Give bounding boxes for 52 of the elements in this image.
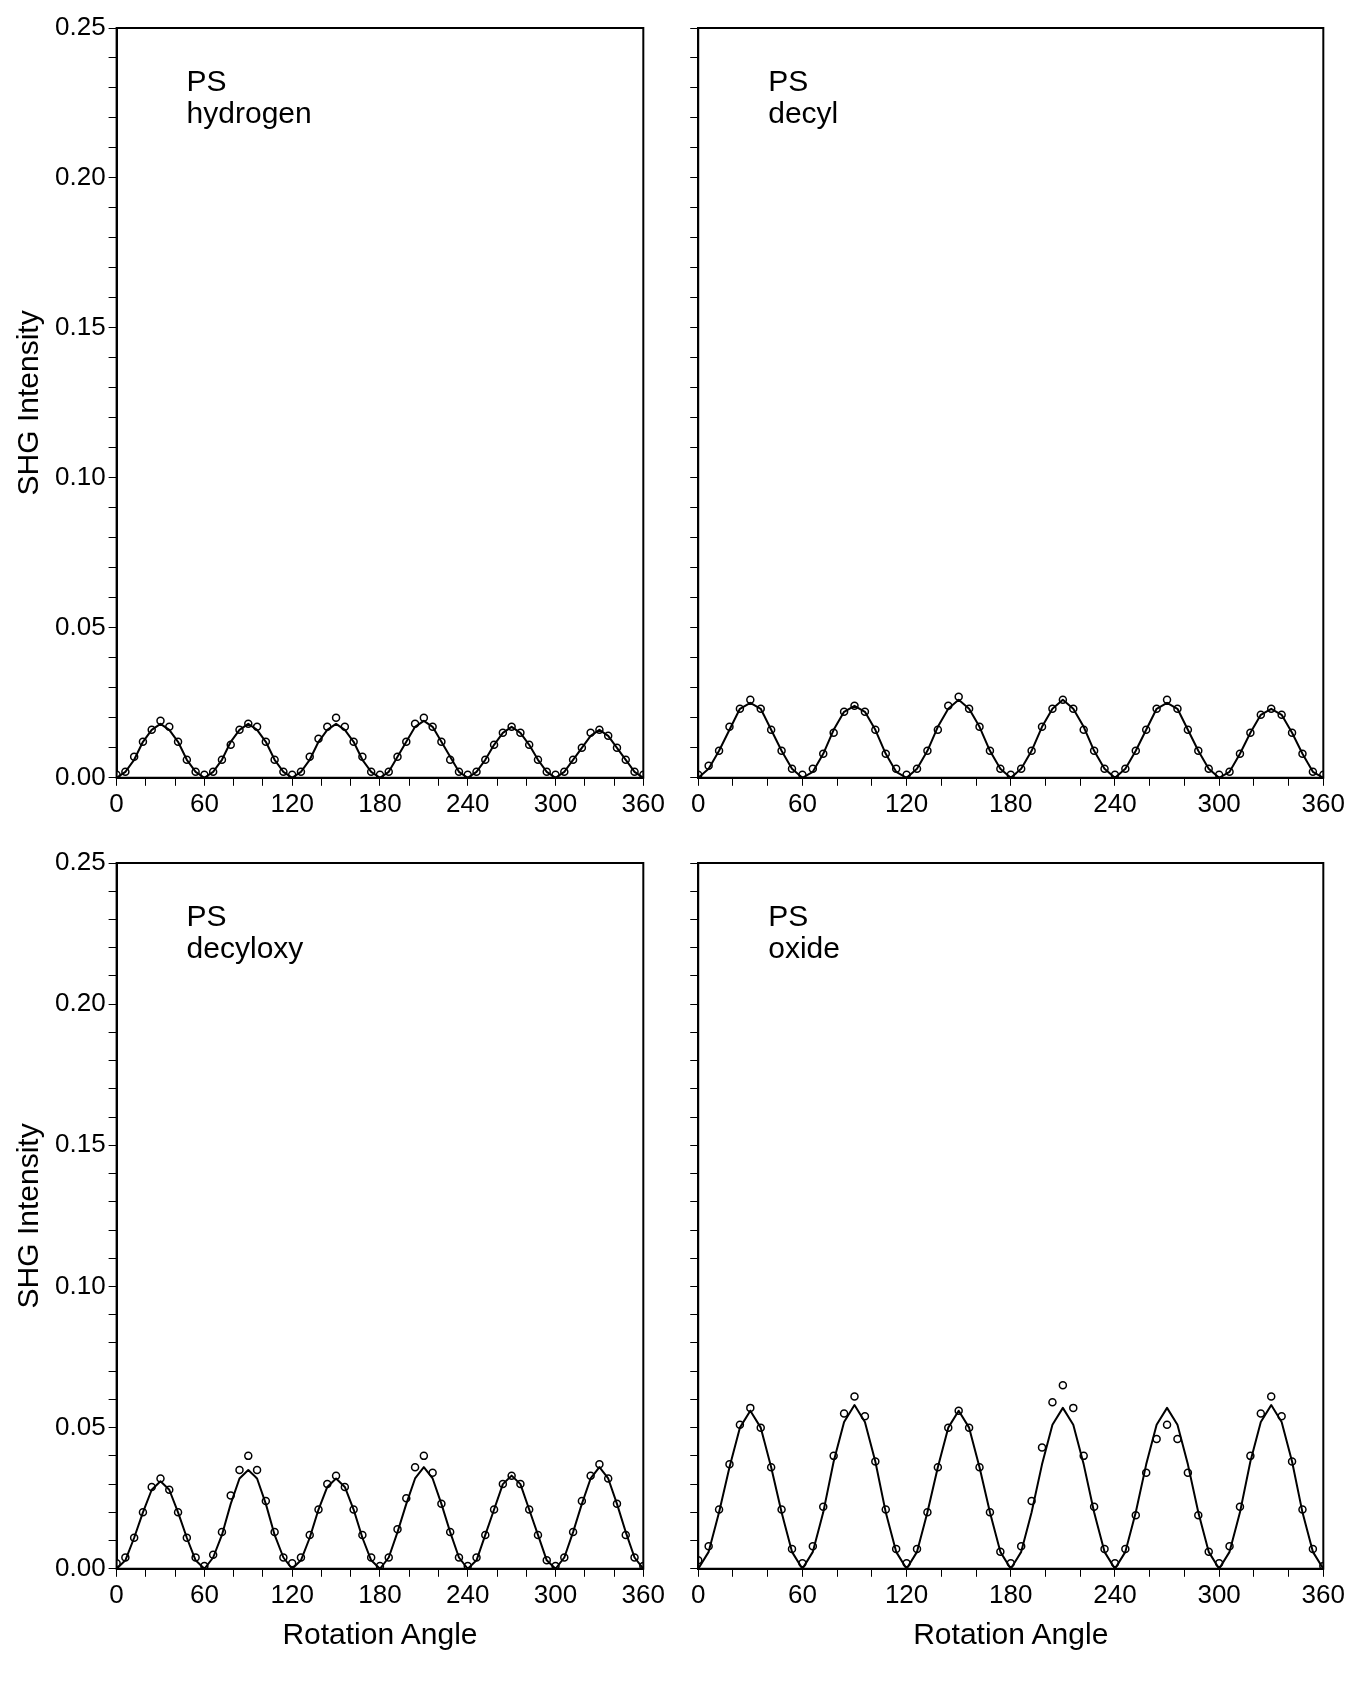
y-tick-label: 0.00 [54,1551,106,1582]
x-tick-label: 120 [270,1578,314,1609]
annotation: PS [186,899,227,933]
x-tick-label: 240 [1093,787,1137,818]
x-tick-label: 60 [189,787,219,818]
x-tick-label: 360 [621,1578,666,1609]
x-axis-title: Rotation Angle [282,1617,478,1651]
annotation: PS [768,64,809,98]
y-tick-label: 0.10 [54,1269,106,1300]
annotation: oxide [768,931,840,965]
y-tick-label: 0.00 [54,760,106,791]
x-tick-label: 120 [270,787,314,818]
y-axis-title: SHG Intensity [11,1123,45,1309]
x-axis-title: Rotation Angle [913,1617,1109,1651]
annotation: decyloxy [186,931,304,965]
x-tick-label: 240 [1093,1578,1137,1609]
annotation: PS [768,899,809,933]
x-tick-label: 360 [1301,1578,1346,1609]
x-tick-label: 60 [787,787,817,818]
x-tick-label: 240 [446,787,490,818]
y-axis-title: SHG Intensity [11,310,45,496]
x-tick-label: 360 [621,787,666,818]
x-tick-label: 0 [691,787,706,818]
y-tick-label: 0.20 [54,161,106,192]
y-tick-label: 0.15 [54,311,106,342]
y-tick-label: 0.20 [54,987,106,1018]
x-tick-label: 0 [691,1578,706,1609]
x-tick-label: 240 [446,1578,490,1609]
x-tick-label: 360 [1301,787,1346,818]
x-tick-label: 300 [533,787,578,818]
y-tick-label: 0.15 [54,1128,106,1159]
x-tick-label: 120 [884,787,929,818]
x-tick-label: 300 [1197,1578,1241,1609]
x-tick-label: 300 [533,1578,578,1609]
y-tick-label: 0.05 [54,611,106,642]
x-tick-label: 180 [358,787,402,818]
x-tick-label: 180 [989,787,1033,818]
y-tick-label: 0.25 [54,11,106,42]
x-tick-label: 180 [989,1578,1033,1609]
x-tick-label: 60 [189,1578,219,1609]
y-tick-label: 0.10 [54,461,106,492]
y-tick-label: 0.25 [54,846,106,877]
x-tick-label: 120 [884,1578,929,1609]
annotation: decyl [768,96,839,130]
y-tick-label: 0.05 [54,1410,106,1441]
x-tick-label: 300 [1197,787,1241,818]
x-tick-label: 60 [787,1578,817,1609]
x-tick-label: 0 [109,787,124,818]
x-tick-label: 0 [109,1578,124,1609]
x-tick-label: 180 [358,1578,402,1609]
annotation: hydrogen [186,96,312,130]
annotation: PS [186,64,227,98]
